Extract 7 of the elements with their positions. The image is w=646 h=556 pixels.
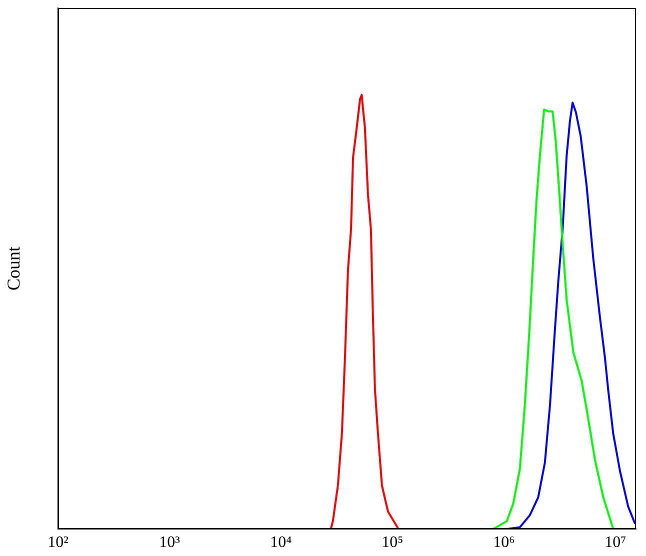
x-tick-label: 10³	[159, 534, 180, 551]
x-tick-label: 10²	[48, 534, 69, 551]
x-tick-label: 10⁷	[604, 534, 626, 551]
y-axis-title: Count	[4, 246, 24, 291]
x-tick-label: 10⁵	[382, 534, 404, 551]
x-tick-label: 10⁴	[270, 534, 292, 551]
x-tick-label: 10⁶	[493, 534, 515, 551]
